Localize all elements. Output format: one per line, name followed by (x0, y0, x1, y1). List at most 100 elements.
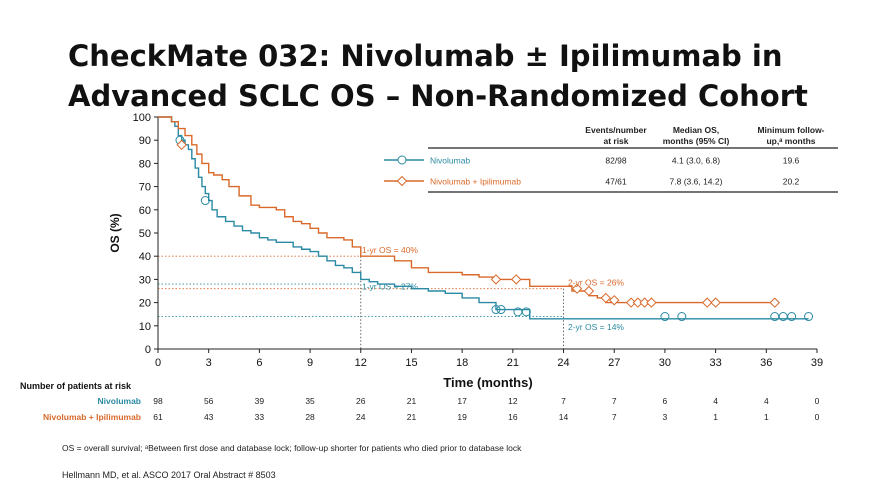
y-tick-label: 0 (145, 344, 151, 356)
x-tick-label: 30 (659, 357, 671, 369)
y-tick-label: 90 (139, 135, 151, 147)
legend-header-2: months (95% CI) (663, 136, 730, 146)
nivolumab-curve (158, 116, 809, 320)
y-axis-title: OS (%) (108, 213, 122, 252)
y-tick-label: 20 (139, 298, 151, 310)
y-tick-label: 50 (139, 228, 151, 240)
y-tick-label: 100 (133, 112, 151, 124)
y-tick-label: 30 (139, 274, 151, 286)
reference-lines (158, 255, 564, 349)
at-risk-count: 7 (612, 396, 617, 406)
at-risk-count: 17 (457, 396, 467, 406)
at-risk-count: 56 (204, 396, 214, 406)
nivolumab-censor-mark (660, 312, 670, 322)
at-risk-count: 0 (815, 396, 820, 406)
combo-censor-mark (511, 274, 522, 285)
legend-min-followup: 19.6 (783, 156, 800, 166)
nivolumab-censor-mark (521, 307, 531, 317)
annotations: 1-yr OS = 40% 1-yr OS = 27% 2-yr OS = 26% 2… (362, 245, 624, 332)
footnote: OS = overall survival; ᵃBetween first do… (62, 443, 522, 453)
combo-curve (158, 116, 775, 304)
y-tick-label: 10 (139, 321, 151, 333)
at-risk-count: 16 (508, 412, 518, 422)
y-tick-label: 60 (139, 205, 151, 217)
at-risk-count: 61 (153, 412, 163, 422)
nivolumab-censor-mark (804, 312, 814, 322)
x-tick-label: 0 (155, 357, 161, 369)
legend-header-1: at risk (603, 136, 628, 146)
censor-markers (175, 135, 814, 322)
at-risk-count: 21 (407, 412, 417, 422)
citation: Hellmann MD, et al. ASCO 2017 Oral Abstr… (62, 470, 276, 480)
combo-censor-mark (632, 297, 644, 308)
at-risk-count: 0 (815, 412, 820, 422)
legend-events: 47/61 (605, 177, 627, 187)
legend-median-os: 7.8 (3.6, 14.2) (670, 177, 723, 187)
at-risk-count: 12 (508, 396, 518, 406)
combo-censor-mark (710, 297, 721, 308)
nivolumab-censor-mark (787, 312, 797, 322)
at-risk-count: 33 (255, 412, 265, 422)
combo-censor-mark (490, 274, 502, 285)
at-risk-count: 7 (612, 412, 617, 422)
x-tick-label: 15 (405, 357, 417, 369)
nivolumab-censor-mark (496, 305, 506, 315)
at-risk-count: 4 (764, 396, 769, 406)
x-tick-label: 18 (456, 357, 468, 369)
at-risk-count: 43 (204, 412, 214, 422)
x-tick-label: 36 (760, 357, 772, 369)
combo-censor-mark (625, 297, 637, 308)
combo-censor-mark (600, 292, 611, 304)
at-risk-count: 26 (356, 396, 366, 406)
at-risk-count: 3 (663, 412, 668, 422)
nivolumab-censor-mark (677, 312, 687, 322)
legend-median-os: 4.1 (3.0, 6.8) (672, 156, 720, 166)
legend-min-followup: 20.2 (783, 177, 800, 187)
y-tick-label: 70 (139, 182, 151, 194)
annotation-1yr-niv: 1-yr OS = 27% (362, 281, 418, 291)
at-risk-count: 28 (305, 412, 315, 422)
at-risk-count: 35 (305, 396, 315, 406)
at-risk-count: 1 (764, 412, 769, 422)
x-tick-label: 21 (507, 357, 519, 369)
legend-header-3: Minimum follow- (757, 125, 824, 135)
slide-title-line-2: Advanced SCLC OS – Non-Randomized Cohort (68, 79, 808, 113)
survival-curves (158, 116, 809, 320)
slide-title-line-1: CheckMate 032: Nivolumab ± Ipilimumab in (68, 39, 783, 73)
at-risk-table: Number of patients at risk Nivolumab 98 56 3… (20, 381, 820, 422)
at-risk-count: 7 (561, 396, 566, 406)
legend-header-3: up,ᵃ months (766, 136, 815, 146)
axes: 0 10 20 30 40 50 60 70 80 90 100 0 3 6 9 12 15 18 21 24 27 30… (108, 112, 823, 390)
combo-censor-mark (701, 297, 713, 308)
at-risk-count: 21 (407, 396, 417, 406)
y-tick-label: 40 (139, 251, 151, 263)
x-tick-label: 3 (206, 357, 212, 369)
combo-censor-mark (639, 297, 650, 308)
y-tick-label: 80 (139, 158, 151, 170)
x-axis-title: Time (months) (443, 375, 532, 390)
annotation-2yr-niv: 2-yr OS = 14% (568, 322, 624, 332)
annotation-2yr-combo: 2-yr OS = 26% (568, 277, 624, 287)
combo-censor-mark (609, 295, 620, 306)
at-risk-count: 1 (713, 412, 718, 422)
combo-censor-mark (646, 297, 657, 308)
x-tick-label: 24 (557, 357, 569, 369)
at-risk-row-label: Nivolumab + Ipilimumab (43, 412, 141, 422)
at-risk-count: 4 (713, 396, 718, 406)
x-tick-label: 27 (608, 357, 620, 369)
slide-title: CheckMate 032: Nivolumab ± Ipilimumab in… (68, 36, 868, 116)
x-tick-label: 12 (355, 357, 367, 369)
legend-header-2: Median OS, (673, 125, 719, 135)
at-risk-count: 19 (457, 412, 467, 422)
at-risk-count: 39 (255, 396, 265, 406)
combo-censor-mark (571, 283, 583, 294)
combo-censor-mark (176, 139, 187, 151)
legend-swatch-circle (397, 155, 407, 165)
at-risk-count: 24 (356, 412, 366, 422)
combo-censor-mark (583, 285, 595, 297)
x-tick-label: 9 (307, 357, 313, 369)
legend-header-1: Events/number (585, 125, 647, 135)
combo-censor-mark (769, 297, 780, 308)
annotation-1yr-combo: 1-yr OS = 40% (362, 245, 418, 255)
at-risk-count: 6 (663, 396, 668, 406)
